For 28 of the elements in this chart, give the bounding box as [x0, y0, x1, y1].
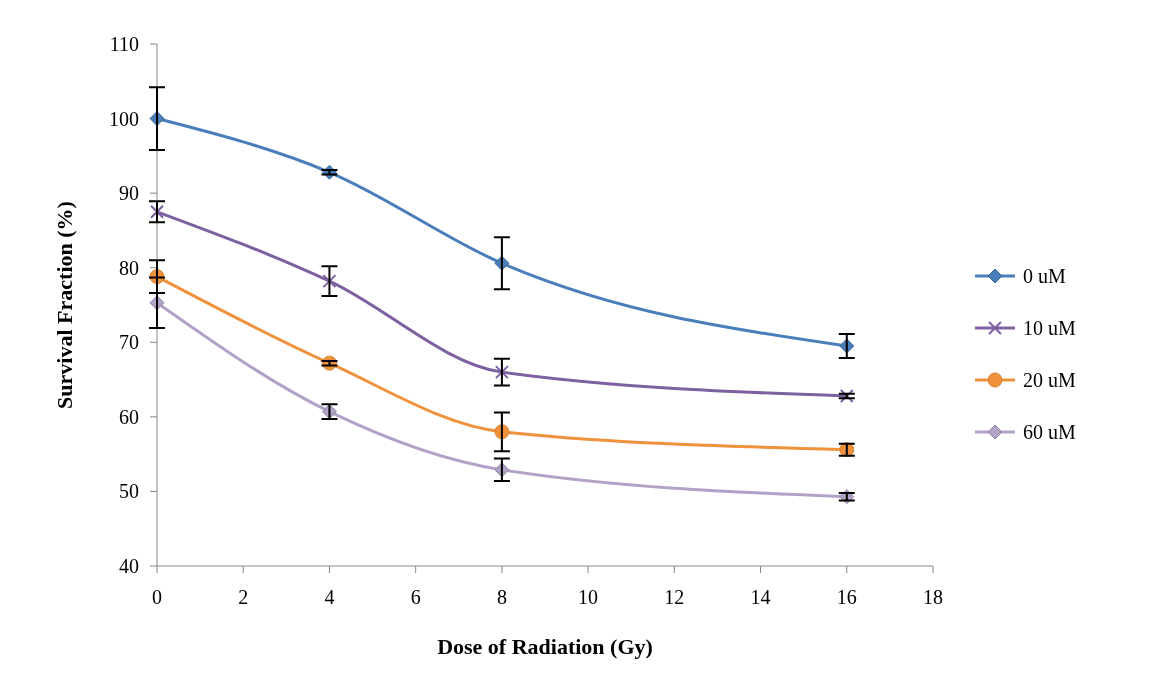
y-tick-label: 90	[119, 182, 139, 205]
x-tick-label: 4	[324, 586, 335, 608]
x-tick-label: 6	[410, 586, 421, 608]
x-tick-label: 8	[496, 586, 507, 608]
y-tick-label: 80	[119, 256, 139, 279]
point	[322, 274, 337, 289]
y-axis-title: Survival Fraction (%)	[52, 201, 77, 409]
x-tick-label: 16	[836, 586, 857, 608]
x-axis-title: Dose of Radiation (Gy)	[437, 634, 653, 659]
legend-label: 60 uM	[1023, 421, 1076, 443]
point	[839, 388, 854, 403]
x-tick-label: 12	[664, 586, 685, 608]
legend-label: 10 uM	[1023, 317, 1076, 339]
point	[150, 204, 164, 219]
y-tick-label: 40	[119, 555, 139, 577]
legend-label: 20 uM	[1023, 369, 1076, 391]
x-tick-label: 18	[923, 586, 943, 608]
x-tick-label: 14	[750, 586, 771, 608]
x-tick-label: 2	[238, 586, 249, 608]
x-tick-label: 0	[152, 586, 162, 608]
x-tick-label: 10	[578, 586, 599, 608]
legend-label: 0 uM	[1023, 265, 1066, 287]
y-tick-label: 60	[119, 405, 139, 428]
y-tick-label: 70	[119, 331, 139, 354]
y-tick-label: 110	[109, 33, 139, 55]
y-tick-label: 100	[109, 107, 139, 130]
point	[494, 365, 509, 380]
y-tick-label: 50	[119, 480, 139, 503]
